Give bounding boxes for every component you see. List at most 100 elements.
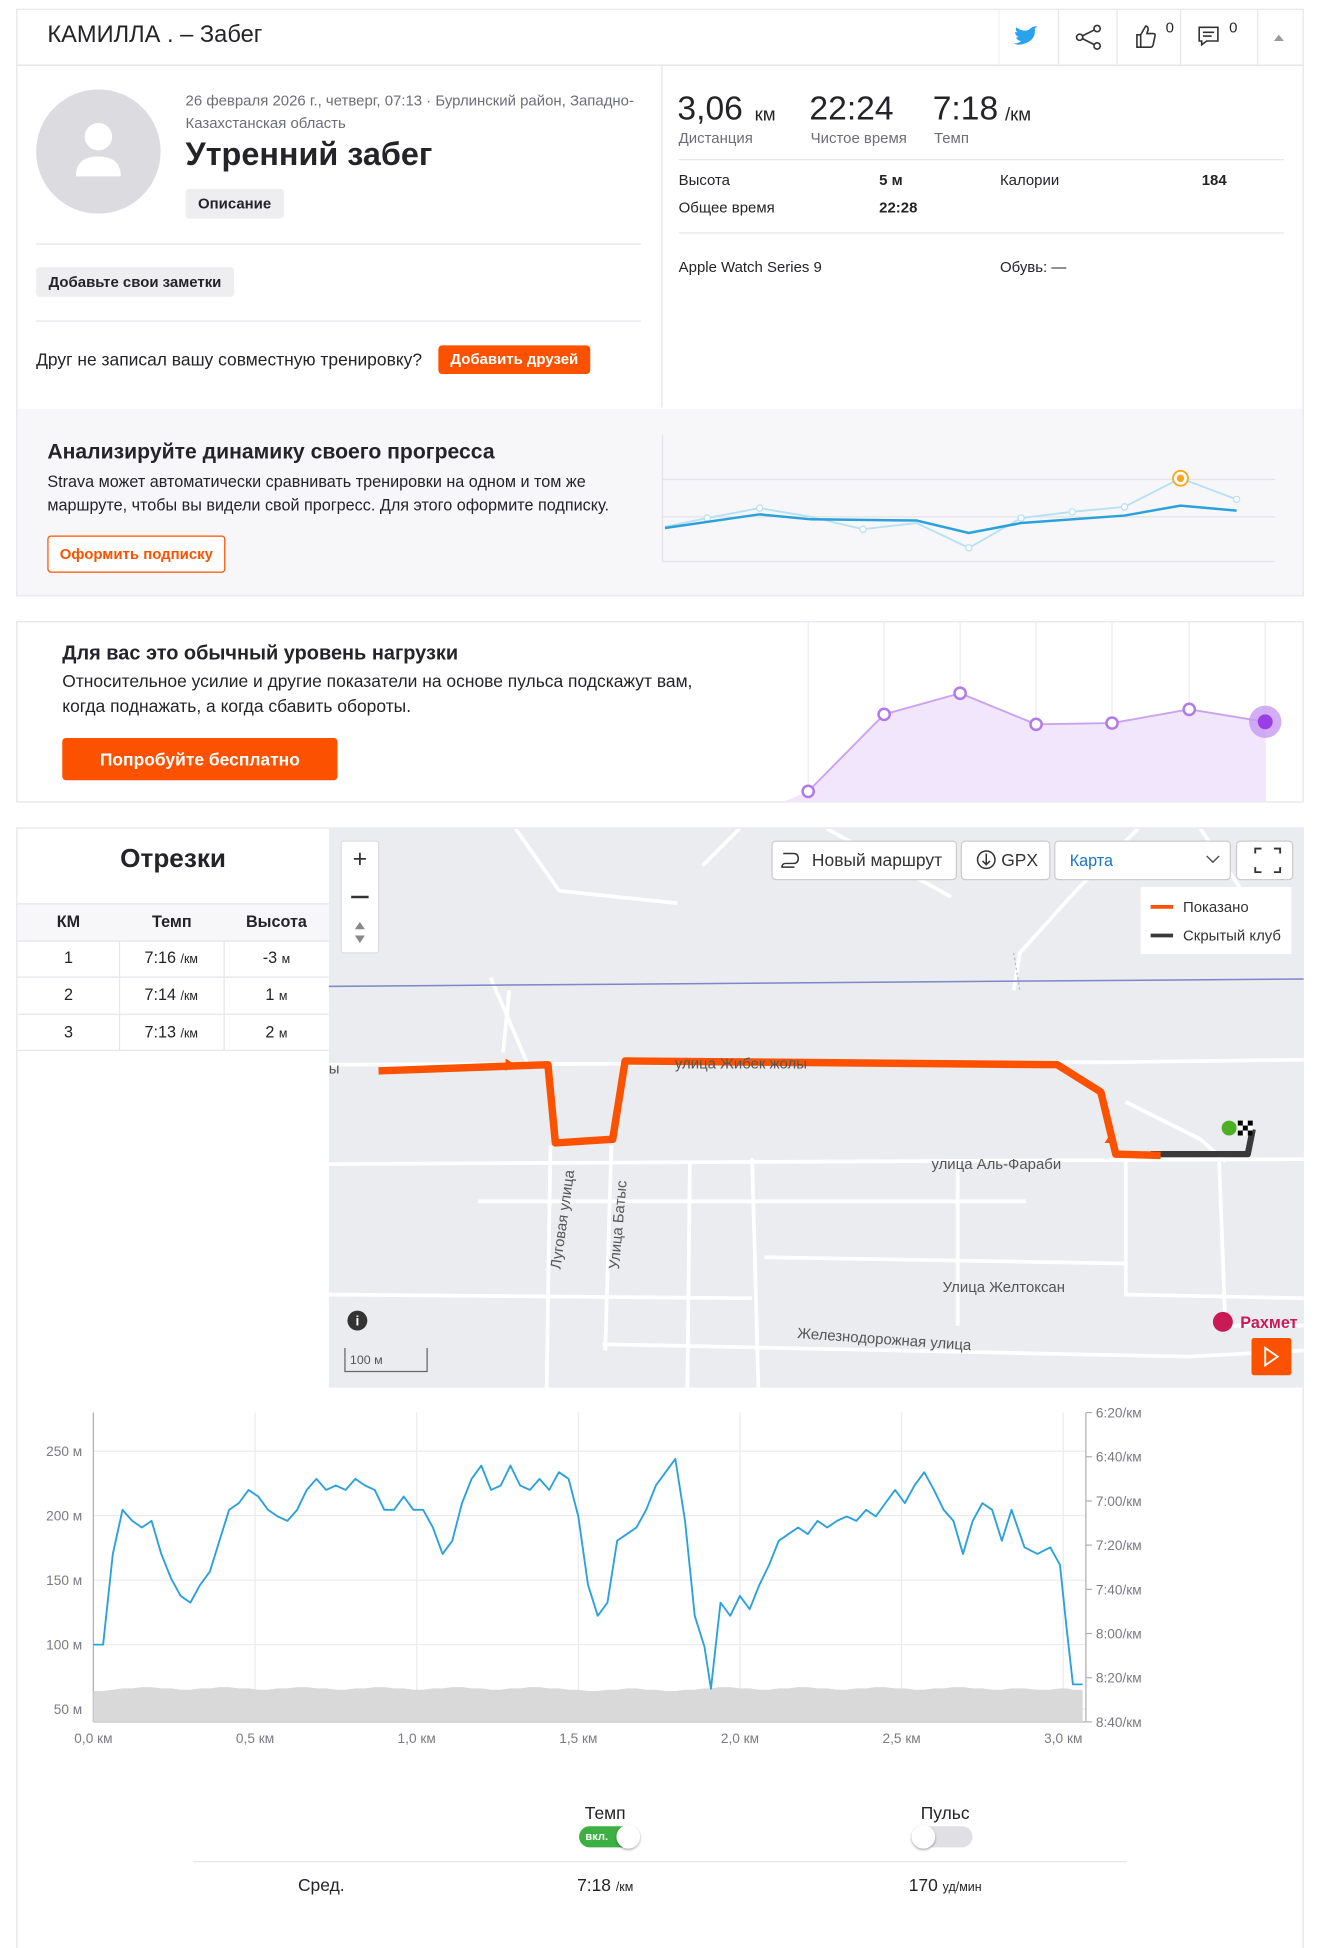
kudos-icon[interactable] [1136, 25, 1156, 49]
comment-icon[interactable] [1198, 26, 1219, 47]
pace-line [93, 1457, 1083, 1690]
pace: 7:16 [144, 947, 176, 967]
y2-tick-label: 8:40/км [1096, 1715, 1142, 1730]
value: 170 [908, 1874, 938, 1895]
avatar [36, 89, 161, 214]
stat-value: 22:24 [809, 89, 894, 127]
elevation-area [93, 1687, 1083, 1722]
compass[interactable] [354, 921, 365, 943]
segments-title: Отрезки [120, 844, 226, 874]
promo-effort [16, 621, 1304, 803]
promo-text: Strava может автоматически сравнивать тр… [47, 472, 586, 491]
friend-prompt: Друг не записал вашу совместную трениров… [36, 349, 423, 369]
average-hr: 170 уд/мин [870, 1875, 1019, 1895]
unit: м [281, 952, 291, 967]
y-tick-label: 150 м [46, 1573, 82, 1588]
comment-count: 0 [1229, 18, 1238, 37]
y2-tick-label: 6:20/км [1096, 1406, 1142, 1421]
header-title: КАМИЛЛА . – Забег [47, 22, 263, 49]
promo-title: Анализируйте динамику своего прогресса [47, 439, 495, 464]
cell-elevation: -3 м [224, 948, 329, 967]
subscribe-button[interactable]: Оформить подписку [47, 535, 226, 573]
play-button[interactable] [1251, 1338, 1292, 1376]
toggle-knob [911, 1825, 936, 1849]
description-button[interactable]: Описание [185, 188, 284, 219]
poi-icon[interactable] [1212, 1311, 1233, 1332]
cell-pace: 7:13 /км [144, 1022, 198, 1041]
kudos-count: 0 [1165, 18, 1174, 37]
promo-text: маршруте, чтобы вы видели свой прогресс.… [47, 495, 609, 515]
device: Apple Watch Series 9 [678, 258, 822, 276]
poi-label: Рахмет [1240, 1314, 1297, 1332]
y2-tick-label: 6:40/км [1096, 1450, 1142, 1465]
stat-value: 3,06 [677, 89, 743, 127]
shoes: Обувь: — [999, 258, 1067, 276]
column-header: КМ [56, 911, 81, 931]
x-tick-label: 2,0 км [721, 1731, 759, 1746]
legend-label: Показано [1183, 899, 1249, 916]
fullscreen-button[interactable] [1235, 840, 1294, 881]
add-friends-button[interactable]: Добавить друзей [438, 345, 591, 374]
cell-elevation: 2 м [224, 1022, 329, 1041]
divider [36, 243, 642, 245]
divider [678, 232, 1284, 234]
cell-km: 1 [63, 947, 73, 967]
y-tick-label: 50 м [54, 1702, 82, 1717]
detail-value: 5 м [879, 171, 903, 189]
toggle-label: Темп [584, 1802, 626, 1823]
detail-value: 184 [1201, 171, 1227, 189]
cell-km: 3 [63, 1022, 73, 1042]
x-tick-label: 2,5 км [882, 1731, 920, 1746]
street-label: ы [329, 1060, 340, 1077]
stat-value: 7:18 [932, 89, 999, 127]
unit: м [278, 990, 288, 1004]
promo-progress [17, 408, 1303, 596]
street-label: улица Жибек жолы [675, 1055, 807, 1072]
button-label: GPX [1001, 850, 1038, 870]
layer-select[interactable] [1054, 840, 1231, 881]
unit: /км [180, 990, 198, 1004]
progress-illustration [661, 434, 1276, 563]
column-header: Темп [152, 911, 192, 931]
cell-km: 2 [63, 985, 73, 1004]
activity-meta: 26 февраля 2026 г., четверг, 07:13 · Бур… [185, 91, 634, 110]
unit: /км [180, 952, 198, 967]
share-icon[interactable] [1075, 24, 1102, 50]
x-tick-label: 1,0 км [398, 1731, 436, 1746]
stat-unit: /км [1004, 104, 1032, 126]
column-header: Высота [245, 911, 307, 931]
detail-label: Высота [678, 171, 731, 189]
average-label: Сред. [297, 1874, 345, 1895]
unit: /км [615, 1880, 634, 1895]
pace: 7:14 [144, 985, 176, 1004]
unit: м [278, 1027, 288, 1042]
divider [661, 65, 663, 408]
map-legend [1140, 887, 1292, 955]
detail-value: 22:28 [879, 198, 918, 217]
elevation: 2 [265, 1022, 275, 1042]
twitter-icon[interactable] [1013, 26, 1038, 45]
divider [678, 159, 1284, 161]
zoom-in[interactable]: + [353, 845, 368, 873]
info-icon[interactable] [347, 1310, 368, 1331]
stat-label: Дистанция [678, 129, 753, 147]
y2-tick-label: 7:40/км [1096, 1582, 1142, 1597]
y-tick-label: 200 м [46, 1509, 82, 1524]
cell-elevation: 1 м [224, 985, 329, 1004]
unit: уд/мин [942, 1880, 982, 1895]
activity-card [16, 64, 1304, 597]
try-free-button[interactable]: Попробуйте бесплатно [62, 737, 338, 781]
info-glyph: i [355, 1314, 359, 1329]
pace: 7:13 [144, 1022, 176, 1042]
value: 7:18 [577, 1874, 612, 1895]
y-tick-label: 250 м [46, 1444, 82, 1459]
map[interactable]: улица Жибек жолы улица Аль-Фараби Лугова… [328, 828, 1304, 1388]
toggle-state: вкл. [585, 1829, 609, 1843]
stat-label: Темп [933, 129, 969, 147]
notes-button[interactable]: Добавьте свои заметки [36, 267, 234, 297]
x-tick-label: 0,5 км [236, 1731, 274, 1746]
collapse-icon[interactable] [1273, 34, 1284, 41]
new-route-button[interactable] [771, 840, 957, 881]
